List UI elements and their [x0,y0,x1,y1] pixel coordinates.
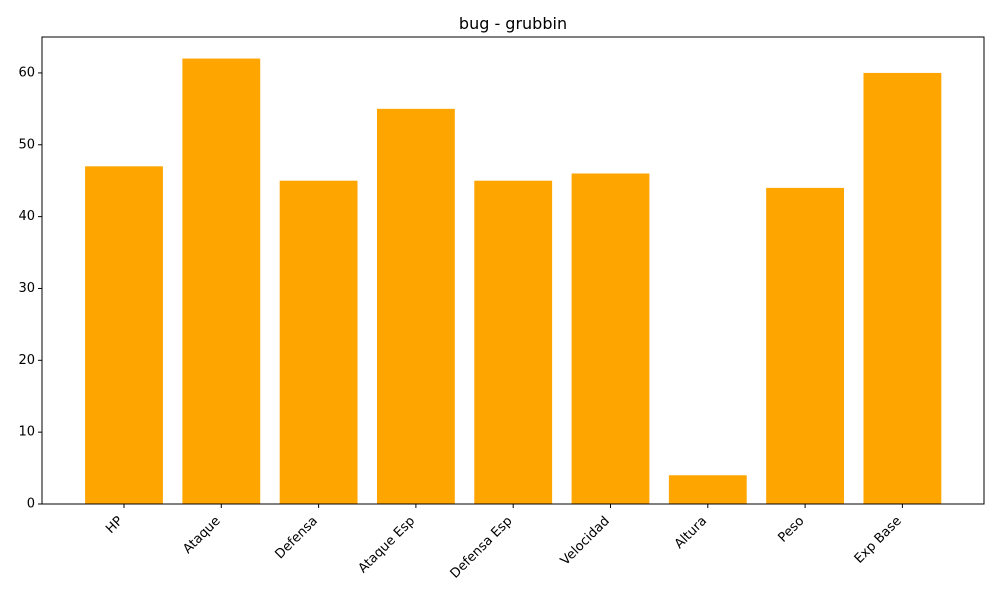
x-tick-label: Peso [776,514,808,546]
y-tick-label: 0 [27,497,35,512]
x-tick-label: Altura [672,514,710,552]
x-tick-label: HP [103,514,126,537]
bar-altura [668,475,747,504]
bars [85,58,942,505]
bar-exp-base [863,72,942,505]
x-tick-label: Ataque [180,514,223,557]
y-tick-label: 10 [18,425,35,440]
plot-frame [41,36,985,505]
y-tick-label: 20 [18,353,35,368]
y-axis: 0 10 20 30 40 50 60 [18,65,42,512]
x-tick-label: Exp Base [852,514,905,567]
bar-ataque-esp [376,108,455,504]
bar-velocidad [571,173,650,504]
x-tick-label: Defensa Esp [448,514,516,582]
x-axis: HP Ataque Defensa Ataque Esp Defensa Esp Velo… [103,504,905,582]
y-tick-label: 50 [18,137,35,152]
y-tick-label: 40 [18,209,35,224]
bar-defensa-esp [474,180,553,504]
x-tick-label: Velocidad [558,514,613,569]
x-tick-label: Defensa [272,514,320,562]
x-tick-label: Ataque Esp [356,514,419,577]
bar-hp [85,166,163,504]
y-tick-label: 30 [18,281,35,296]
y-tick-label: 60 [18,65,35,80]
bar-ataque [182,58,261,505]
bar-peso [766,187,845,504]
bar-defensa [279,180,358,504]
chart-title: bug - grubbin [459,14,567,33]
